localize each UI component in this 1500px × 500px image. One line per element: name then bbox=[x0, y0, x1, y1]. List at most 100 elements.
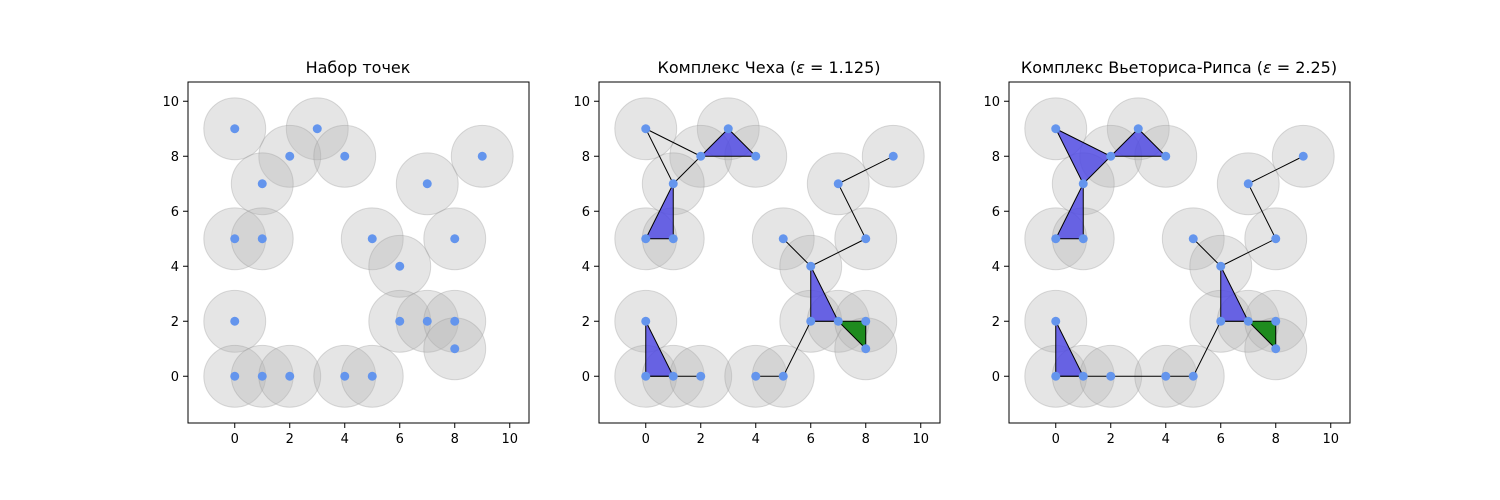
data-point bbox=[450, 344, 459, 353]
data-point bbox=[806, 317, 815, 326]
data-point bbox=[230, 372, 239, 381]
data-point bbox=[1244, 179, 1253, 188]
data-point bbox=[1051, 372, 1060, 381]
data-point bbox=[478, 152, 487, 161]
data-point bbox=[751, 372, 760, 381]
data-point bbox=[340, 152, 349, 161]
data-point bbox=[423, 317, 432, 326]
data-point bbox=[669, 179, 678, 188]
data-point bbox=[696, 372, 705, 381]
data-point bbox=[641, 317, 650, 326]
data-point bbox=[1189, 234, 1198, 243]
y-tick-label: 8 bbox=[171, 150, 179, 165]
x-tick-label: 0 bbox=[231, 432, 239, 447]
data-point bbox=[258, 372, 267, 381]
panel-title: Комплекс Вьеториса-Рипса (ε = 2.25) bbox=[1021, 58, 1337, 77]
x-tick-label: 0 bbox=[1052, 432, 1060, 447]
data-point bbox=[861, 317, 870, 326]
x-tick-label: 2 bbox=[1107, 432, 1115, 447]
y-tick-label: 4 bbox=[582, 260, 590, 275]
data-point bbox=[1051, 234, 1060, 243]
panel-title: Набор точек bbox=[306, 58, 411, 77]
y-tick-label: 4 bbox=[171, 260, 179, 275]
data-point bbox=[834, 179, 843, 188]
y-tick-label: 8 bbox=[992, 150, 1000, 165]
data-point bbox=[1271, 317, 1280, 326]
data-point bbox=[641, 124, 650, 133]
data-point bbox=[423, 179, 432, 188]
y-tick-label: 2 bbox=[171, 315, 179, 330]
y-tick-label: 10 bbox=[162, 95, 179, 110]
data-point bbox=[696, 152, 705, 161]
data-point bbox=[230, 317, 239, 326]
y-tick-label: 0 bbox=[582, 370, 590, 385]
data-point bbox=[313, 124, 322, 133]
y-tick-label: 6 bbox=[171, 205, 179, 220]
data-point bbox=[641, 372, 650, 381]
data-point bbox=[1079, 179, 1088, 188]
data-point bbox=[751, 152, 760, 161]
x-tick-label: 8 bbox=[862, 432, 870, 447]
data-point bbox=[230, 124, 239, 133]
x-tick-label: 10 bbox=[501, 432, 518, 447]
panel-title: Комплекс Чеха (ε = 1.125) bbox=[658, 58, 881, 77]
y-tick-label: 10 bbox=[983, 95, 1000, 110]
data-point bbox=[230, 234, 239, 243]
data-point bbox=[1216, 317, 1225, 326]
x-tick-label: 10 bbox=[912, 432, 929, 447]
data-point bbox=[669, 234, 678, 243]
data-point bbox=[450, 317, 459, 326]
data-point bbox=[1299, 152, 1308, 161]
x-tick-label: 4 bbox=[752, 432, 760, 447]
data-point bbox=[806, 262, 815, 271]
data-point bbox=[1161, 152, 1170, 161]
x-tick-label: 4 bbox=[1162, 432, 1170, 447]
data-point bbox=[1079, 234, 1088, 243]
x-tick-label: 6 bbox=[807, 432, 815, 447]
data-point bbox=[395, 262, 404, 271]
data-point bbox=[340, 372, 349, 381]
data-point bbox=[1106, 152, 1115, 161]
data-point bbox=[285, 152, 294, 161]
x-tick-label: 6 bbox=[1217, 432, 1225, 447]
data-point bbox=[1244, 317, 1253, 326]
x-tick-label: 8 bbox=[451, 432, 459, 447]
data-point bbox=[395, 317, 404, 326]
data-point bbox=[450, 234, 459, 243]
data-point bbox=[1189, 372, 1198, 381]
y-tick-label: 0 bbox=[171, 370, 179, 385]
data-point bbox=[834, 317, 843, 326]
data-point bbox=[1216, 262, 1225, 271]
data-point bbox=[669, 372, 678, 381]
data-point bbox=[779, 372, 788, 381]
data-point bbox=[1271, 234, 1280, 243]
y-tick-label: 4 bbox=[992, 260, 1000, 275]
data-point bbox=[1134, 124, 1143, 133]
data-point bbox=[889, 152, 898, 161]
data-point bbox=[258, 234, 267, 243]
y-tick-label: 0 bbox=[992, 370, 1000, 385]
data-point bbox=[861, 234, 870, 243]
data-point bbox=[258, 179, 267, 188]
x-tick-label: 8 bbox=[1272, 432, 1280, 447]
data-point bbox=[285, 372, 294, 381]
y-tick-label: 2 bbox=[992, 315, 1000, 330]
data-point bbox=[1079, 372, 1088, 381]
data-point bbox=[861, 344, 870, 353]
y-tick-label: 6 bbox=[992, 205, 1000, 220]
x-tick-label: 10 bbox=[1322, 432, 1339, 447]
x-tick-label: 2 bbox=[286, 432, 294, 447]
y-tick-label: 8 bbox=[582, 150, 590, 165]
data-point bbox=[1161, 372, 1170, 381]
x-tick-label: 2 bbox=[697, 432, 705, 447]
x-tick-label: 4 bbox=[341, 432, 349, 447]
data-point bbox=[1106, 372, 1115, 381]
y-tick-label: 6 bbox=[582, 205, 590, 220]
data-point bbox=[1051, 317, 1060, 326]
data-point bbox=[779, 234, 788, 243]
y-tick-label: 2 bbox=[582, 315, 590, 330]
data-point bbox=[1271, 344, 1280, 353]
data-point bbox=[641, 234, 650, 243]
x-tick-label: 6 bbox=[396, 432, 404, 447]
